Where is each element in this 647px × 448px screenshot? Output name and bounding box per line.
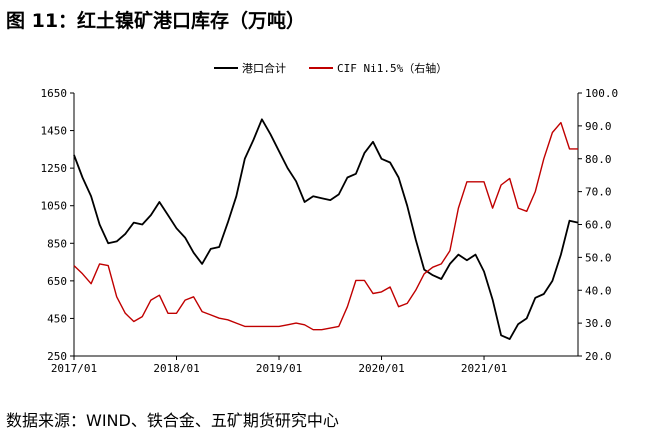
y-left-tick-label: 1650 — [41, 87, 68, 100]
y-right-tick-label: 30.0 — [585, 317, 612, 330]
y-left-tick-label: 1450 — [41, 125, 68, 138]
chart-legend: 港口合计 CIF Ni1.5%（右轴） — [214, 61, 447, 75]
figure-title: 图 11：红土镍矿港口库存（万吨） — [6, 10, 306, 32]
y-left-tick-label: 1250 — [41, 162, 68, 175]
y-right-tick-label: 90.0 — [585, 120, 612, 133]
legend-label-1: 港口合计 — [242, 61, 286, 75]
chart-series — [73, 118, 579, 341]
y-left-tick-label: 250 — [47, 350, 67, 363]
series-line-2 — [73, 121, 578, 331]
y-right-tick-label: 60.0 — [585, 219, 612, 232]
y-right-tick-label: 100.0 — [585, 87, 618, 100]
y-right-tick-label: 20.0 — [585, 350, 612, 363]
chart-axes: 250 450 650 850 1050 1250 1450 1650 20.0 30.0 40.0… — [41, 87, 619, 375]
y-left-tick-label: 1050 — [41, 200, 68, 213]
figure-source: 数据来源：WIND、铁合金、五矿期货研究中心 — [6, 411, 339, 430]
x-tick-label: 2018/01 — [153, 362, 199, 375]
y-left-tick-label: 850 — [47, 237, 67, 250]
y-left-tick-label: 450 — [47, 312, 67, 325]
y-right-tick-label: 50.0 — [585, 251, 612, 264]
series-line-1 — [73, 118, 579, 341]
x-tick-label: 2020/01 — [358, 362, 404, 375]
x-tick-label: 2019/01 — [256, 362, 302, 375]
y-right-tick-label: 70.0 — [585, 186, 612, 199]
y-right-tick-label: 80.0 — [585, 153, 612, 166]
y-right-tick-label: 40.0 — [585, 284, 612, 297]
y-left-tick-label: 650 — [47, 275, 67, 288]
legend-label-2: CIF Ni1.5%（右轴） — [337, 61, 447, 75]
x-tick-label: 2021/01 — [461, 362, 507, 375]
x-tick-label: 2017/01 — [51, 362, 97, 375]
